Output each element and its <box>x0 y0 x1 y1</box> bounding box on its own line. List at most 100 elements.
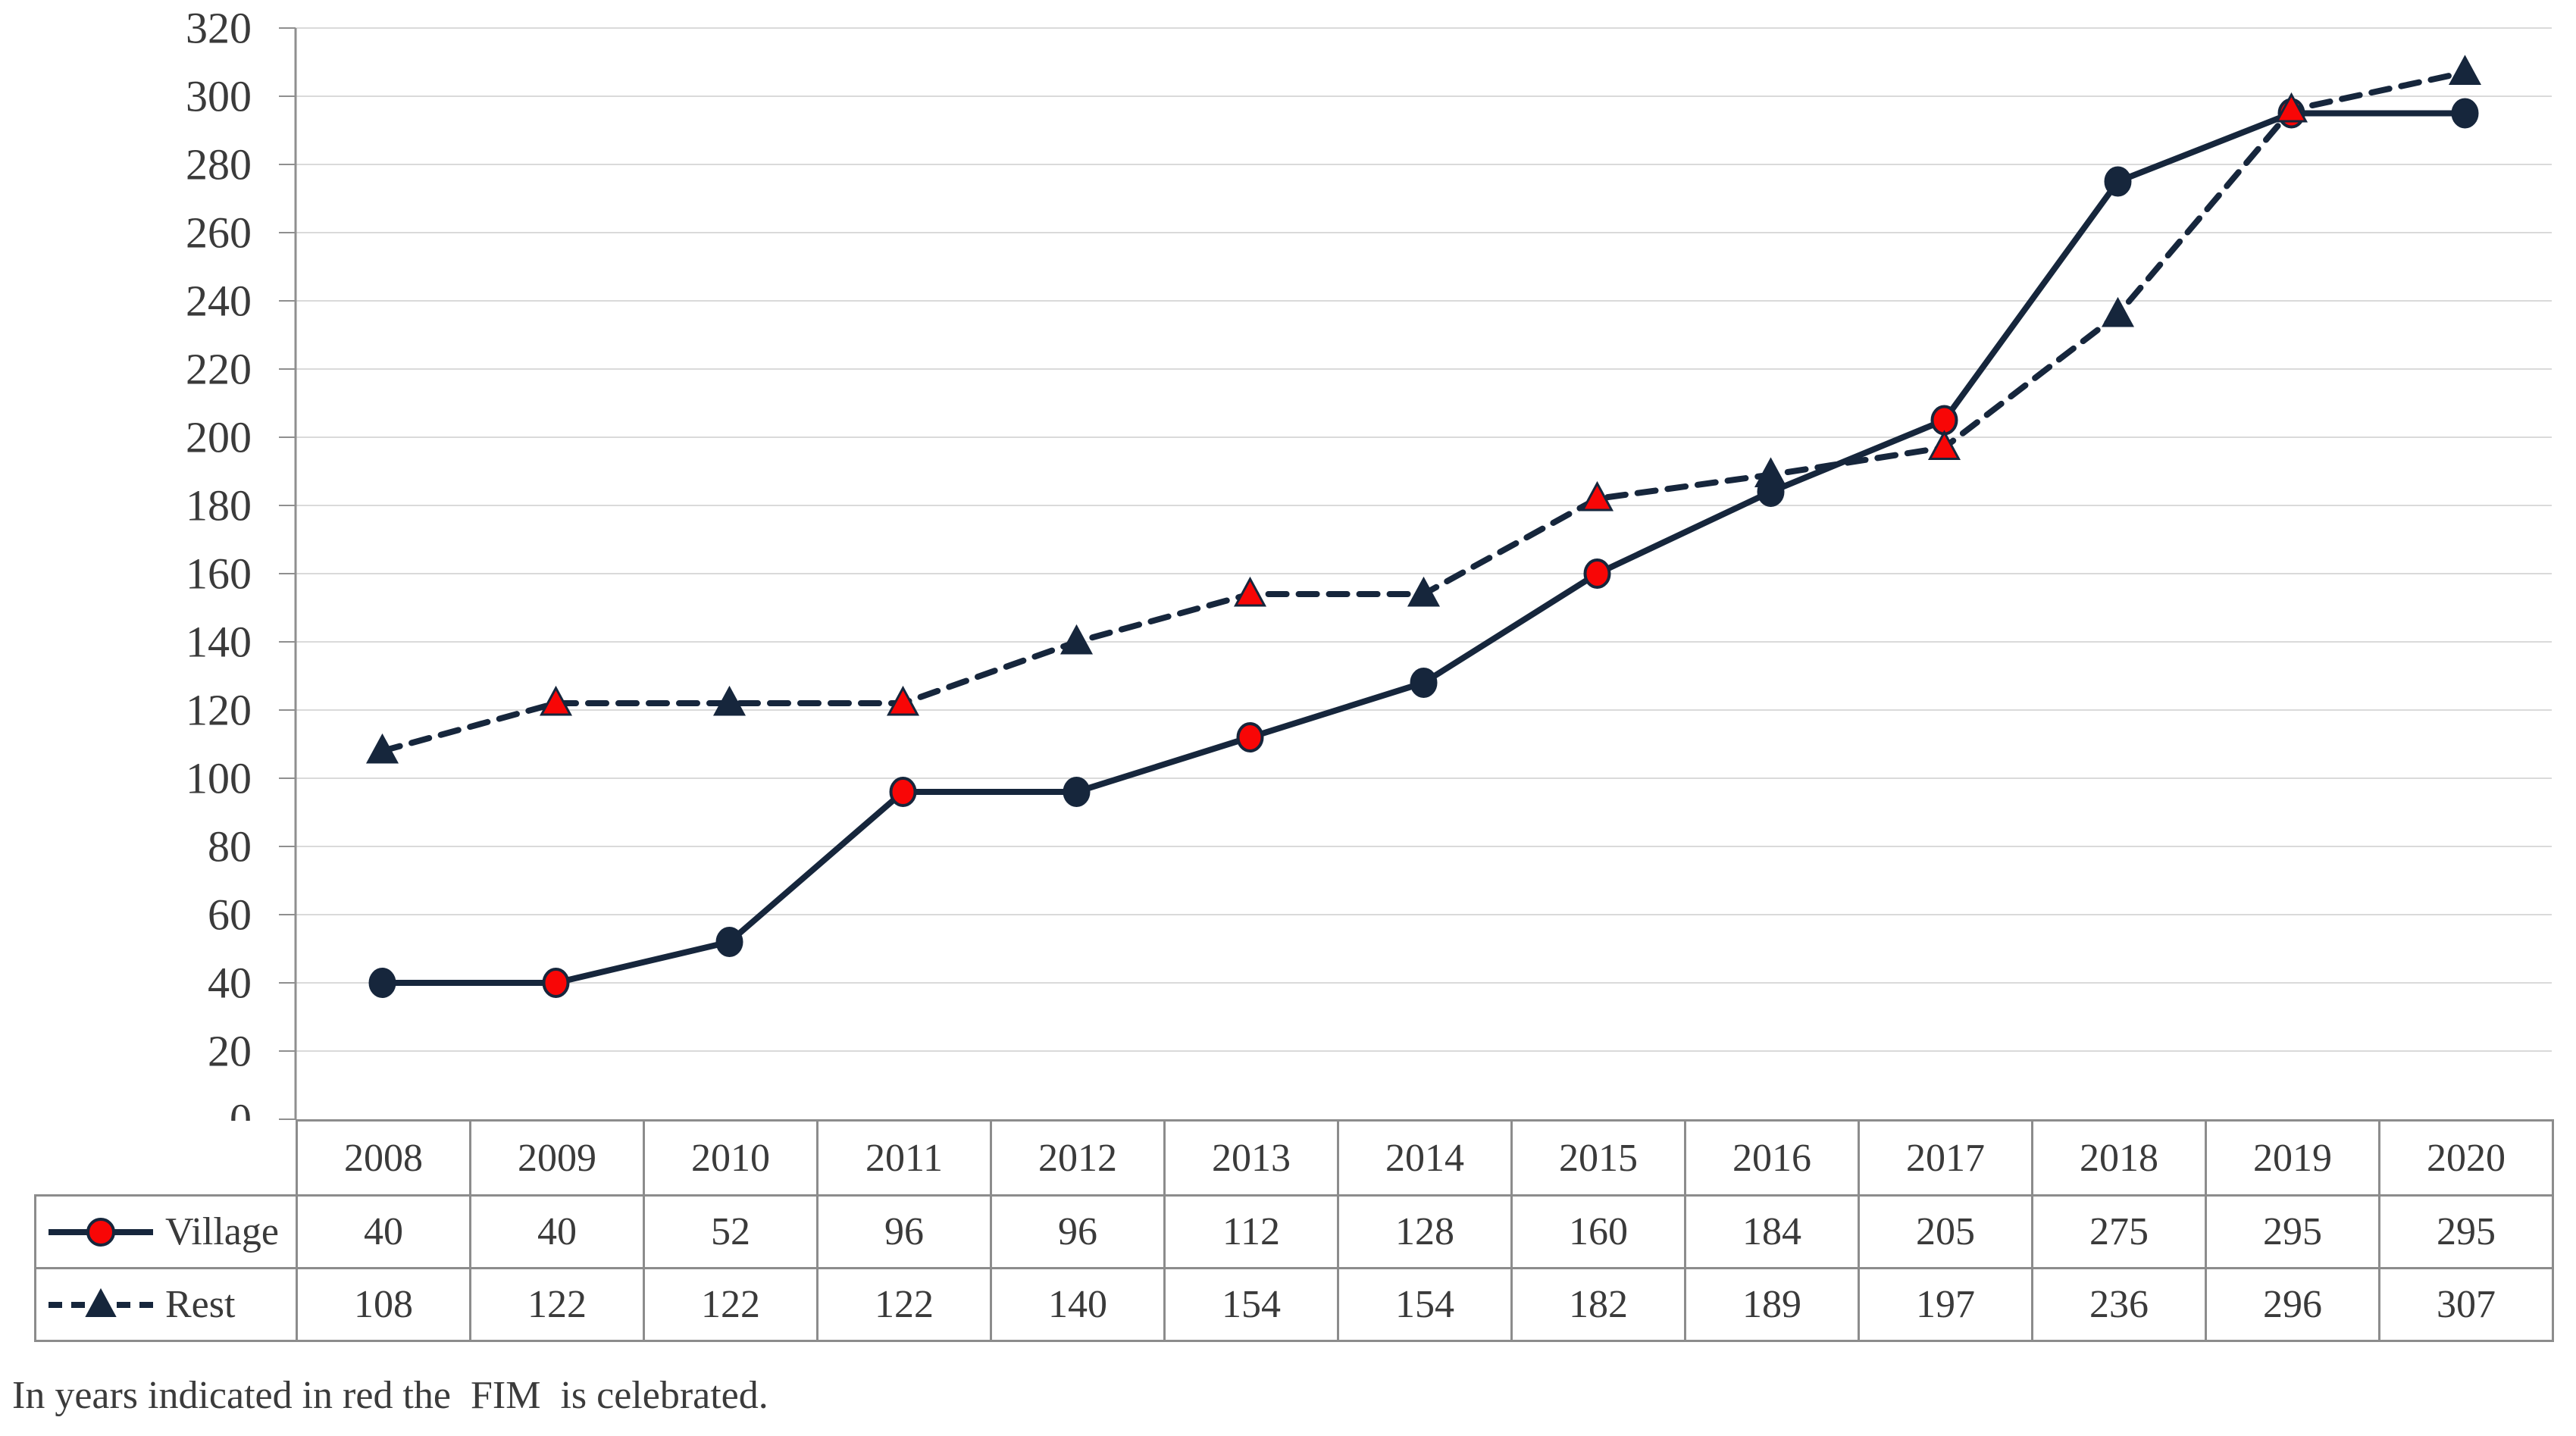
year-header-2020: 2020 <box>2378 1119 2554 1197</box>
data-table: 2008 2009 2010 2011 2012 2013 2014 2015 2016 2017… <box>34 1119 2554 1342</box>
village-point-2012 <box>1063 777 1091 807</box>
figure-caption: In years indicated in red the FIM is cel… <box>12 1374 768 1417</box>
rest-legend-key <box>49 1287 153 1317</box>
y-tick-label-40: 40 <box>208 959 252 1008</box>
village-point-2008 <box>368 968 396 998</box>
rest-value-2017: 197 <box>1858 1267 2033 1342</box>
gridlines <box>296 27 2552 1052</box>
rest-legend: Rest <box>38 1282 295 1328</box>
y-tick-label-240: 240 <box>186 277 252 326</box>
rest-value-2020: 307 <box>2378 1267 2554 1342</box>
year-header-2015: 2015 <box>1510 1119 1686 1197</box>
village-row: Village 40 40 52 96 96 112 128 160 184 205 275 295 29… <box>34 1194 2554 1269</box>
rest-value-2016: 189 <box>1684 1267 1860 1342</box>
rest-value-2012: 140 <box>990 1267 1166 1342</box>
rest-value-2010: 122 <box>643 1267 818 1342</box>
y-axis: 0 20 40 60 80 100 120 140 160 180 200 220 240 260 280 3… <box>186 4 297 1122</box>
rest-legend-cell: Rest <box>34 1267 298 1342</box>
table-corner-empty <box>36 1121 297 1196</box>
y-tick-label-100: 100 <box>186 754 252 803</box>
rest-legend-label: Rest <box>165 1283 236 1326</box>
series-village <box>368 98 2479 998</box>
series-rest <box>365 55 2482 764</box>
village-legend-key <box>49 1217 153 1247</box>
y-tick-label-300: 300 <box>186 72 252 121</box>
rest-point-2016 <box>1754 457 1788 487</box>
year-header-2013: 2013 <box>1163 1119 1339 1197</box>
village-value-2014: 128 <box>1337 1194 1513 1269</box>
year-header-2011: 2011 <box>816 1119 992 1197</box>
year-header-row: 2008 2009 2010 2011 2012 2013 2014 2015 2016 2017… <box>36 1119 2554 1197</box>
rest-point-2019 <box>2274 92 2308 123</box>
village-point-2013 <box>1236 722 1264 752</box>
village-value-2016: 184 <box>1684 1194 1860 1269</box>
year-header-2008: 2008 <box>296 1119 471 1197</box>
rest-point-2013 <box>1233 576 1267 607</box>
rest-point-2017 <box>1927 430 1961 460</box>
y-tick-label-200: 200 <box>186 413 252 462</box>
rest-value-2014: 154 <box>1337 1267 1513 1342</box>
rest-value-2015: 182 <box>1510 1267 1686 1342</box>
village-value-2017: 205 <box>1858 1194 2033 1269</box>
y-tick-label-180: 180 <box>186 481 252 530</box>
village-value-2015: 160 <box>1510 1194 1686 1269</box>
village-value-2008: 40 <box>296 1194 471 1269</box>
rest-point-2008 <box>365 733 399 764</box>
village-legend-cell: Village <box>34 1194 298 1269</box>
year-header-2018: 2018 <box>2031 1119 2207 1197</box>
series-line-village <box>379 110 2468 986</box>
village-legend: Village <box>38 1209 295 1255</box>
y-tick-label-260: 260 <box>186 208 252 258</box>
year-header-2010: 2010 <box>643 1119 818 1197</box>
village-point-2020 <box>2451 98 2479 129</box>
village-value-2018: 275 <box>2031 1194 2207 1269</box>
year-header-2012: 2012 <box>990 1119 1166 1197</box>
year-header-2009: 2009 <box>469 1119 645 1197</box>
village-key-marker-icon <box>86 1217 115 1247</box>
year-header-2017: 2017 <box>1858 1119 2033 1197</box>
rest-point-2018 <box>2101 296 2135 327</box>
village-value-2019: 295 <box>2205 1194 2380 1269</box>
village-legend-label: Village <box>165 1210 279 1253</box>
year-header-2019: 2019 <box>2205 1119 2380 1197</box>
village-value-2011: 96 <box>816 1194 992 1269</box>
series-line-rest <box>379 69 2468 754</box>
village-point-2010 <box>715 927 743 957</box>
village-point-2011 <box>889 777 917 807</box>
rest-point-2009 <box>539 685 573 716</box>
y-tick-label-20: 20 <box>208 1027 252 1076</box>
rest-value-2018: 236 <box>2031 1267 2207 1342</box>
village-point-2017 <box>1930 405 1958 436</box>
rest-key-marker-icon <box>85 1287 117 1317</box>
rest-value-2011: 122 <box>816 1267 992 1342</box>
y-tick-label-220: 220 <box>186 345 252 394</box>
village-value-2009: 40 <box>469 1194 645 1269</box>
y-tick-label-80: 80 <box>208 822 252 871</box>
rest-value-2019: 296 <box>2205 1267 2380 1342</box>
year-header-2016: 2016 <box>1684 1119 1860 1197</box>
village-value-2020: 295 <box>2378 1194 2554 1269</box>
y-tick-label-0: 0 <box>230 1095 252 1122</box>
rest-row: Rest 108 122 122 122 140 154 154 182 189 197 236 296… <box>34 1267 2554 1342</box>
y-tick-label-140: 140 <box>186 618 252 667</box>
rest-point-2012 <box>1060 624 1094 655</box>
village-point-2018 <box>2104 166 2132 197</box>
village-point-2015 <box>1583 558 1611 589</box>
rest-point-2014 <box>1407 576 1441 607</box>
village-point-2009 <box>542 968 570 998</box>
village-value-2010: 52 <box>643 1194 818 1269</box>
village-value-2012: 96 <box>990 1194 1166 1269</box>
rest-point-2011 <box>886 685 920 716</box>
village-point-2014 <box>1410 668 1438 698</box>
line-chart: 0 20 40 60 80 100 120 140 160 180 200 220 240 260 280 3… <box>186 4 2552 1122</box>
rest-point-2010 <box>712 685 747 716</box>
y-tick-label-60: 60 <box>208 890 252 940</box>
rest-value-2008: 108 <box>296 1267 471 1342</box>
y-tick-label-120: 120 <box>186 686 252 735</box>
rest-value-2013: 154 <box>1163 1267 1339 1342</box>
rest-point-2015 <box>1580 480 1614 512</box>
village-value-2013: 112 <box>1163 1194 1339 1269</box>
rest-point-2020 <box>2448 55 2482 85</box>
rest-value-2009: 122 <box>469 1267 645 1342</box>
